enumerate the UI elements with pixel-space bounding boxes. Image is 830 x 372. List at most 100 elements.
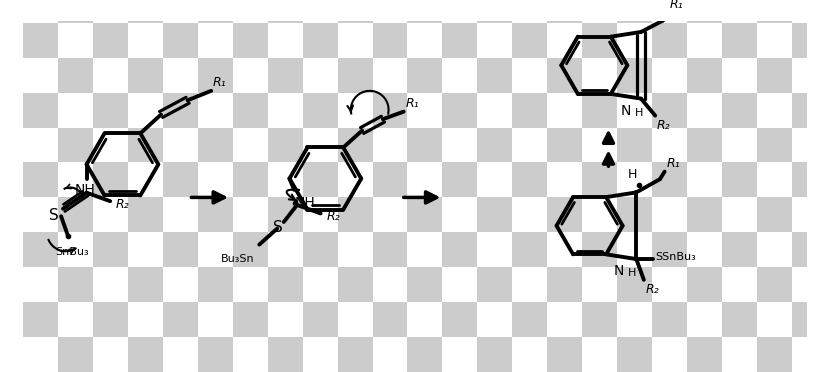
Bar	[477, 267, 512, 302]
Bar	[373, 23, 408, 58]
Bar	[722, 163, 757, 198]
Bar	[303, 128, 338, 163]
Bar	[338, 302, 373, 337]
Bar	[652, 198, 686, 232]
Bar	[268, 0, 303, 23]
Bar	[792, 302, 827, 337]
Bar	[757, 232, 792, 267]
Bar	[477, 337, 512, 372]
Bar	[303, 93, 338, 128]
Bar	[477, 198, 512, 232]
Bar	[792, 337, 827, 372]
Bar	[128, 93, 163, 128]
Bar	[268, 267, 303, 302]
Bar	[686, 128, 722, 163]
Bar	[128, 198, 163, 232]
Bar	[477, 232, 512, 267]
Bar	[233, 0, 268, 23]
Bar	[338, 232, 373, 267]
Bar	[233, 302, 268, 337]
Bar	[198, 128, 233, 163]
Bar	[93, 23, 128, 58]
Bar	[582, 302, 617, 337]
Bar	[58, 267, 93, 302]
Bar	[686, 232, 722, 267]
Bar	[547, 232, 582, 267]
Bar	[757, 58, 792, 93]
Bar	[23, 267, 58, 302]
Bar	[617, 267, 652, 302]
Bar	[582, 23, 617, 58]
Bar	[792, 23, 827, 58]
Bar	[373, 302, 408, 337]
Bar	[93, 93, 128, 128]
Bar	[373, 267, 408, 302]
Bar	[722, 93, 757, 128]
Bar	[58, 93, 93, 128]
Bar	[477, 0, 512, 23]
Bar	[617, 0, 652, 23]
Bar	[198, 163, 233, 198]
Bar	[686, 163, 722, 198]
Bar	[512, 58, 547, 93]
Bar	[652, 0, 686, 23]
Bar	[617, 302, 652, 337]
Bar	[652, 163, 686, 198]
Bar	[512, 198, 547, 232]
Bar	[442, 302, 477, 337]
Bar	[93, 128, 128, 163]
Bar	[58, 337, 93, 372]
Text: NH: NH	[294, 196, 315, 209]
Bar	[757, 267, 792, 302]
Bar	[303, 337, 338, 372]
Bar	[652, 302, 686, 337]
Text: N: N	[621, 104, 631, 118]
Bar	[373, 163, 408, 198]
Text: H: H	[627, 168, 637, 181]
Bar	[547, 302, 582, 337]
Bar	[512, 128, 547, 163]
Bar	[512, 163, 547, 198]
Bar	[198, 337, 233, 372]
Bar	[163, 23, 198, 58]
Bar	[408, 58, 442, 93]
Text: R₁: R₁	[213, 76, 227, 89]
Bar	[373, 337, 408, 372]
Text: R₂: R₂	[646, 283, 659, 296]
Bar	[408, 337, 442, 372]
Bar	[686, 58, 722, 93]
Bar	[58, 302, 93, 337]
Bar	[198, 267, 233, 302]
Bar	[652, 267, 686, 302]
Bar	[722, 232, 757, 267]
Bar	[686, 0, 722, 23]
Bar	[268, 337, 303, 372]
Bar	[792, 93, 827, 128]
Bar	[163, 93, 198, 128]
Bar	[128, 58, 163, 93]
Bar	[408, 93, 442, 128]
Bar	[722, 302, 757, 337]
Bar	[128, 232, 163, 267]
Bar	[582, 128, 617, 163]
Bar	[23, 337, 58, 372]
Bar	[93, 232, 128, 267]
Bar	[547, 267, 582, 302]
Bar	[163, 0, 198, 23]
Bar	[582, 198, 617, 232]
Bar	[303, 58, 338, 93]
Text: NH: NH	[75, 183, 95, 197]
Bar	[792, 58, 827, 93]
Text: R₁: R₁	[669, 0, 683, 11]
Bar	[128, 128, 163, 163]
Bar	[408, 0, 442, 23]
Bar	[233, 23, 268, 58]
Bar	[686, 93, 722, 128]
Text: Bu₃Sn: Bu₃Sn	[221, 254, 254, 264]
Bar	[23, 302, 58, 337]
Bar	[233, 198, 268, 232]
Bar	[93, 302, 128, 337]
Bar	[408, 128, 442, 163]
Text: H: H	[627, 268, 636, 278]
Bar	[198, 58, 233, 93]
